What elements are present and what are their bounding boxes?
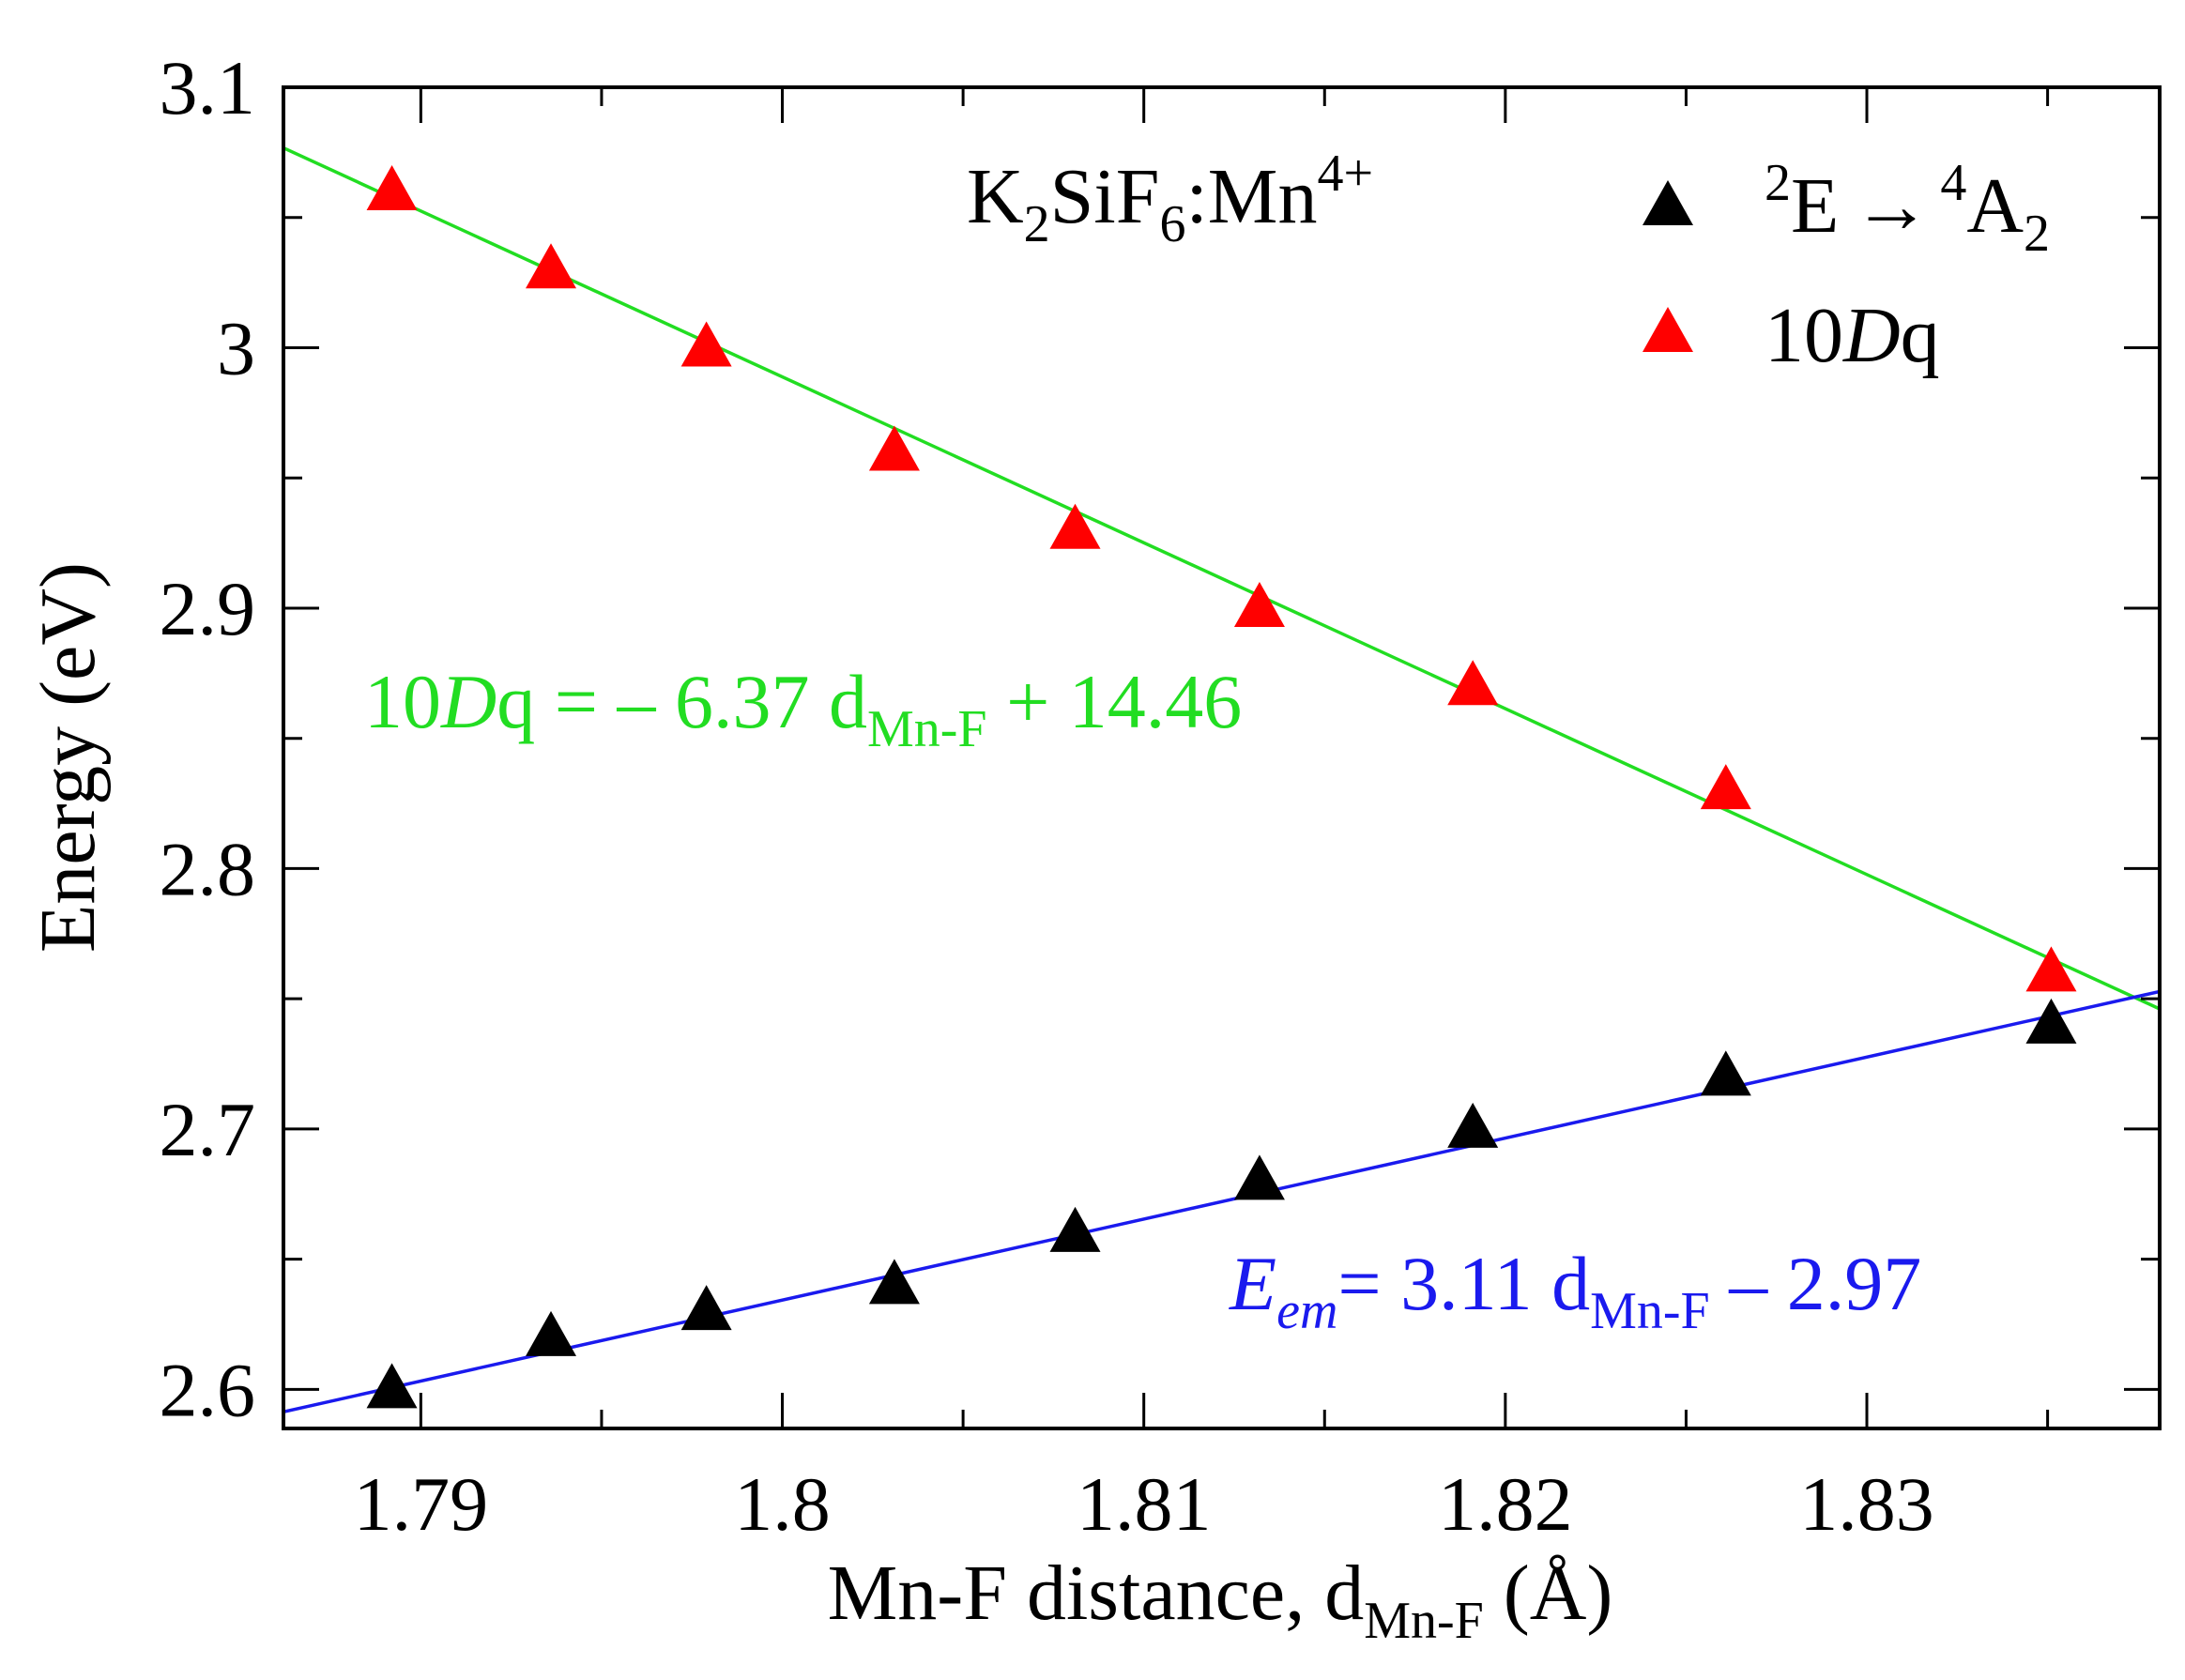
marker-tendq-8 xyxy=(2025,946,2077,992)
legend-label-tendq: 10Dq xyxy=(1765,292,1940,379)
legend-marker-tendq xyxy=(1643,307,1693,352)
x-tick-label: 1.79 xyxy=(354,1461,489,1547)
marker-tendq-1 xyxy=(526,243,577,289)
equation-emission: Eem= 3.11 dMn-F – 2.97 xyxy=(1229,1241,1921,1340)
legend-marker-emission xyxy=(1643,180,1693,225)
marker-emission-5 xyxy=(1233,1154,1285,1200)
marker-emission-8 xyxy=(2025,998,2077,1044)
marker-tendq-3 xyxy=(868,425,920,471)
marker-emission-7 xyxy=(1700,1050,1751,1096)
y-tick-label: 2.9 xyxy=(160,566,256,651)
marker-tendq-2 xyxy=(680,321,732,367)
marker-emission-1 xyxy=(526,1310,577,1356)
marker-emission-0 xyxy=(366,1363,418,1409)
y-tick-label: 3.1 xyxy=(160,45,256,130)
x-tick-label: 1.82 xyxy=(1438,1461,1573,1547)
marker-tendq-0 xyxy=(366,164,418,210)
marker-tendq-4 xyxy=(1049,503,1101,549)
compound-label: K2SiF6:Mn4+ xyxy=(967,145,1373,253)
x-tick-label: 1.8 xyxy=(734,1461,831,1547)
marker-tendq-7 xyxy=(1700,764,1751,810)
marker-tendq-6 xyxy=(1447,660,1499,706)
legend: 2E → 4A2 10Dq xyxy=(1643,154,2050,379)
x-axis-title: Mn-F distance, dMn-F (Å) xyxy=(828,1550,1613,1650)
x-tick-label: 1.83 xyxy=(1799,1461,1934,1547)
marker-emission-3 xyxy=(868,1259,920,1305)
equation-tendq: 10Dq = – 6.37 dMn-F + 14.46 xyxy=(364,659,1242,758)
x-tick-label: 1.81 xyxy=(1077,1461,1212,1547)
legend-label-emission: 2E → 4A2 xyxy=(1765,154,2050,263)
y-tick-label: 2.8 xyxy=(160,826,256,911)
fit-line-emission xyxy=(283,989,2160,1413)
y-tick-label: 3 xyxy=(217,305,255,390)
marker-tendq-5 xyxy=(1233,581,1285,627)
y-tick-label: 2.6 xyxy=(160,1347,256,1432)
y-tick-label: 2.7 xyxy=(160,1087,256,1172)
fit-line-tendq xyxy=(283,146,2160,1011)
plot-frame xyxy=(282,85,2162,1430)
marker-emission-4 xyxy=(1049,1206,1101,1252)
y-axis-title: Energy (eV) xyxy=(24,562,112,953)
marker-emission-6 xyxy=(1447,1102,1499,1148)
marker-emission-2 xyxy=(680,1285,732,1331)
